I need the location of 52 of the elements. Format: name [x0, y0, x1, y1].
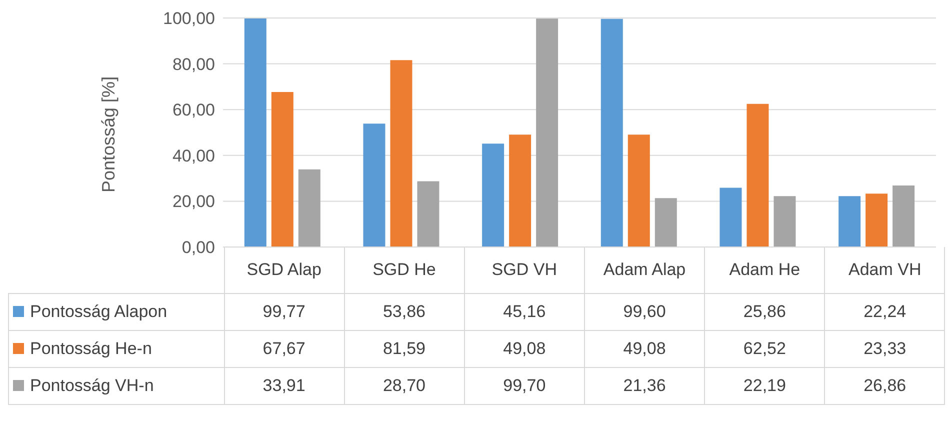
y-tick-label: 80,00 — [172, 54, 215, 74]
bar — [298, 169, 320, 247]
bar — [774, 196, 796, 247]
x-tick-label: Adam He — [704, 247, 825, 294]
data-label: 22,19 — [704, 368, 825, 404]
bar — [363, 124, 386, 247]
bar — [654, 198, 677, 247]
bar — [838, 196, 861, 247]
bar — [628, 134, 650, 247]
data-label: 22,24 — [824, 294, 945, 330]
bar — [482, 144, 504, 247]
bar — [417, 181, 440, 247]
x-tick-label: SGD Alap — [224, 247, 344, 294]
data-label: 99,60 — [584, 294, 705, 330]
x-tick-label: Adam VH — [824, 247, 945, 294]
bar — [746, 104, 769, 247]
bar — [509, 134, 532, 247]
bar — [866, 194, 888, 247]
bar — [244, 18, 266, 247]
bar — [271, 92, 294, 247]
legend-label: Pontosság Alapon — [29, 302, 168, 321]
data-label: 99,77 — [224, 294, 344, 330]
legend-label: Pontosság He-n — [29, 339, 152, 358]
data-label: 67,67 — [224, 330, 344, 368]
x-tick-label: Adam Alap — [584, 247, 705, 294]
y-tick-label: 20,00 — [172, 192, 215, 212]
y-tick-label: 0,00 — [182, 238, 215, 258]
x-tick-label: SGD He — [344, 247, 464, 294]
bar — [390, 60, 412, 247]
data-label: 25,86 — [704, 294, 825, 330]
data-label: 49,08 — [464, 330, 584, 368]
data-label: 62,52 — [704, 330, 825, 368]
legend-label: Pontosság VH-n — [29, 376, 154, 395]
y-tick-label: 40,00 — [172, 146, 215, 166]
bar — [720, 188, 742, 247]
y-axis-title: Pontosság [%] — [98, 76, 118, 192]
y-tick-label: 100,00 — [163, 9, 215, 28]
data-label: 49,08 — [584, 330, 705, 368]
data-label: 21,36 — [584, 368, 705, 404]
x-tick-label: SGD VH — [464, 247, 584, 294]
data-label: 45,16 — [464, 294, 584, 330]
data-label: 53,86 — [344, 294, 464, 330]
data-label: 99,70 — [464, 368, 584, 404]
bar — [892, 185, 915, 247]
y-tick-label: 60,00 — [172, 100, 215, 120]
data-label: 33,91 — [224, 368, 344, 404]
data-label: 23,33 — [824, 330, 945, 368]
bar — [536, 18, 558, 247]
bar — [600, 18, 623, 247]
data-label: 26,86 — [824, 368, 945, 404]
data-label: 81,59 — [344, 330, 464, 368]
data-label: 28,70 — [344, 368, 464, 404]
